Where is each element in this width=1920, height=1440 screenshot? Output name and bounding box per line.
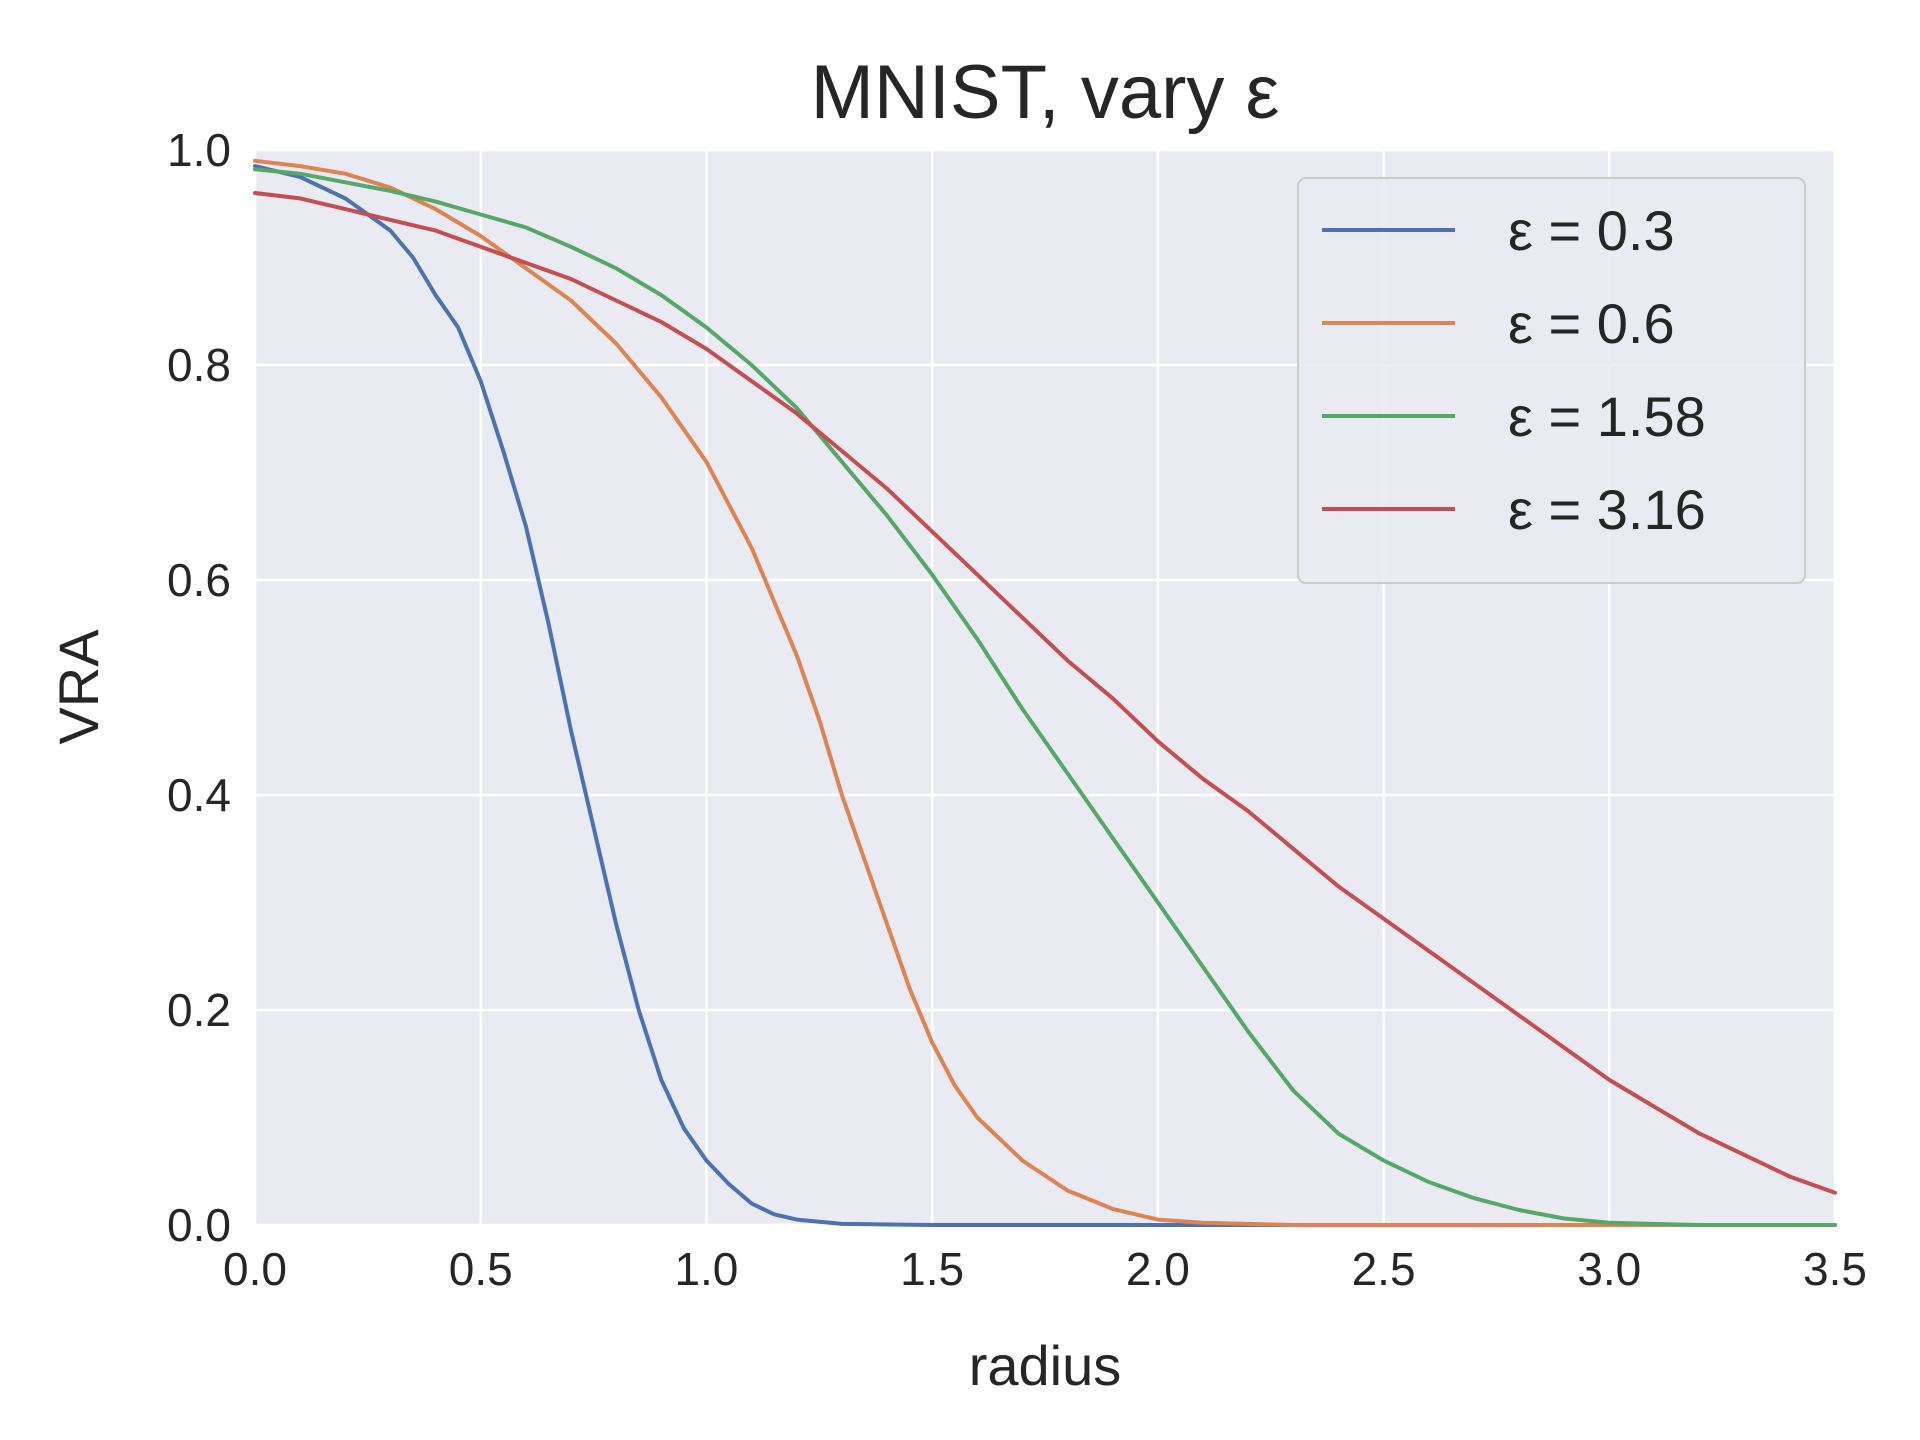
- series-line-2: [253, 167, 1837, 1227]
- x-axis-label: radius: [969, 1334, 1122, 1397]
- legend-box: [1297, 177, 1806, 584]
- x-tick-label: 1.5: [900, 1243, 964, 1295]
- x-tick-label: 0.5: [449, 1243, 513, 1295]
- y-tick-label: 1.0: [167, 124, 231, 176]
- x-tick-label: 2.0: [1126, 1243, 1190, 1295]
- chart-title: MNIST, vary ε: [811, 50, 1280, 135]
- series-line-3: [253, 191, 1837, 1195]
- y-axis-label: VRA: [47, 629, 110, 745]
- legend-label-0: ε = 0.3: [1508, 199, 1675, 262]
- y-tick-label: 0.4: [167, 769, 231, 821]
- y-tick-label: 0.2: [167, 984, 231, 1036]
- x-tick-label: 3.0: [1577, 1243, 1641, 1295]
- series-line-1: [253, 158, 1837, 1227]
- series-line-0: [253, 164, 1837, 1227]
- y-tick-labels: 0.0 0.2 0.4 0.6 0.8 1.0: [167, 124, 231, 1251]
- legend: ε = 0.3 ε = 0.6 ε = 1.58 ε = 3.16: [1297, 177, 1806, 584]
- legend-label-1: ε = 0.6: [1508, 292, 1675, 355]
- x-tick-labels: 0.0 0.5 1.0 1.5 2.0 2.5 3.0 3.5: [223, 1243, 1867, 1295]
- x-tick-label: 0.0: [223, 1243, 287, 1295]
- y-tick-label: 0.6: [167, 554, 231, 606]
- x-tick-label: 3.5: [1803, 1243, 1867, 1295]
- legend-label-3: ε = 3.16: [1508, 478, 1706, 541]
- legend-label-2: ε = 1.58: [1508, 385, 1706, 448]
- x-tick-label: 1.0: [674, 1243, 738, 1295]
- y-tick-label: 0.0: [167, 1199, 231, 1251]
- series-lines: [253, 158, 1837, 1227]
- x-tick-label: 2.5: [1352, 1243, 1416, 1295]
- y-tick-label: 0.8: [167, 339, 231, 391]
